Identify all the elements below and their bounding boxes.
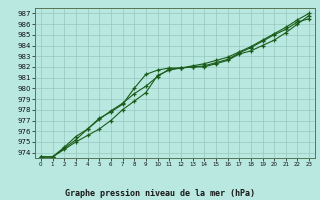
Text: Graphe pression niveau de la mer (hPa): Graphe pression niveau de la mer (hPa) [65, 189, 255, 198]
